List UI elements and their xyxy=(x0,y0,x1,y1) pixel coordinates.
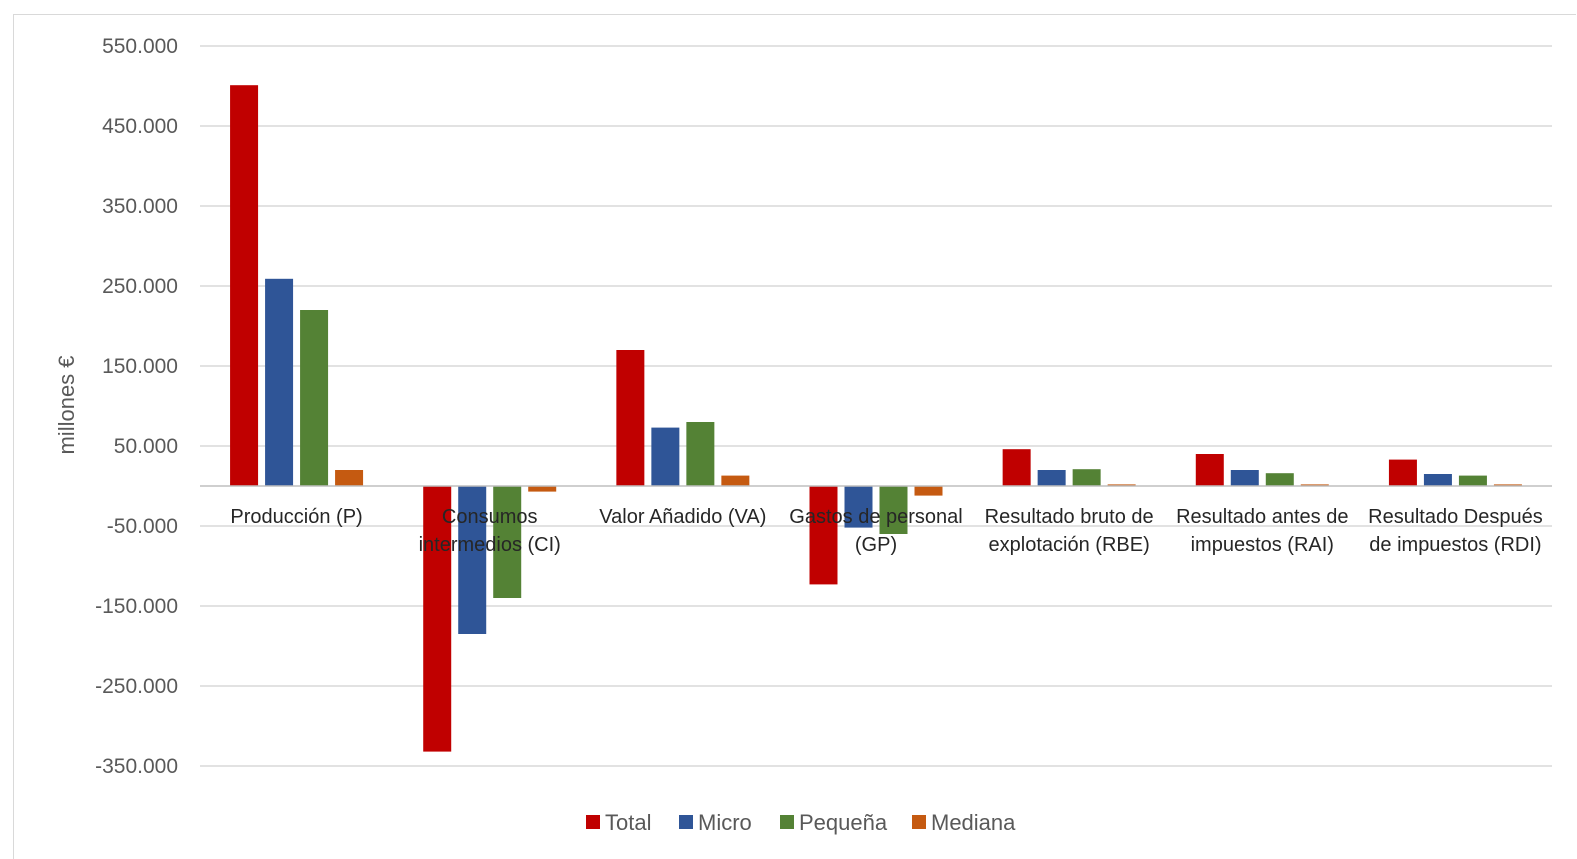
y-tick-label: 350.000 xyxy=(102,195,178,218)
legend-swatch xyxy=(780,815,794,829)
chart-frame xyxy=(13,14,1576,859)
bar-micro xyxy=(651,427,680,486)
y-tick-label: 250.000 xyxy=(102,275,178,298)
y-tick-label: 450.000 xyxy=(102,115,178,138)
bar-mediana xyxy=(1493,484,1522,486)
y-tick-label: 150.000 xyxy=(102,355,178,378)
legend-swatch xyxy=(912,815,926,829)
bars xyxy=(230,85,1522,752)
bar-total xyxy=(616,350,645,486)
y-tick-label: 550.000 xyxy=(102,35,178,58)
bar-micro xyxy=(458,486,487,634)
legend-label: Micro xyxy=(698,810,752,835)
bar-micro xyxy=(265,278,294,486)
bar-total xyxy=(1195,454,1224,486)
bar-total xyxy=(1002,449,1031,486)
bar-mediana xyxy=(528,486,557,492)
bar-mediana xyxy=(335,470,364,486)
y-tick-labels: 550.000 450.000 350.000 250.000 150.000 50.00… xyxy=(95,35,178,778)
legend-label: Pequeña xyxy=(799,810,888,835)
bar-micro xyxy=(1037,470,1066,486)
bar-mediana xyxy=(1300,484,1329,486)
legend-label: Total xyxy=(605,810,651,835)
bar-micro xyxy=(1230,470,1259,486)
bar-micro xyxy=(1423,474,1452,486)
bar-micro xyxy=(844,486,873,528)
bar-pequeña xyxy=(1265,473,1294,486)
category-label: Gastos de personal (GP) xyxy=(789,506,962,556)
legend-item: Mediana xyxy=(912,810,1016,835)
bar-total xyxy=(1388,459,1417,486)
y-tick-label: 50.000 xyxy=(114,435,178,458)
gridlines xyxy=(200,45,1552,767)
bar-total xyxy=(230,85,259,486)
y-tick-label: -350.000 xyxy=(95,755,178,778)
category-label: Valor Añadido (VA) xyxy=(599,506,766,528)
category-label: Resultado Después de impuestos (RDI) xyxy=(1368,506,1543,556)
legend: Total Micro Pequeña Mediana xyxy=(586,810,1016,835)
category-label: Resultado bruto de explotación (RBE) xyxy=(985,506,1154,556)
y-tick-label: -150.000 xyxy=(95,595,178,618)
legend-item: Pequeña xyxy=(780,810,888,835)
legend-item: Total xyxy=(586,810,651,835)
bar-pequeña xyxy=(1458,475,1487,486)
bar-mediana xyxy=(914,486,943,496)
category-label: Consumos intermedios (CI) xyxy=(419,506,561,556)
bar-pequeña xyxy=(493,486,522,598)
category-labels: Producción (P) Consumos intermedios (CI) Va… xyxy=(230,506,1542,556)
bar-total xyxy=(809,486,838,585)
bar-pequeña xyxy=(879,486,908,534)
y-axis-title: millones € xyxy=(54,355,79,454)
bar-total xyxy=(423,486,452,752)
category-label: Resultado antes de impuestos (RAI) xyxy=(1176,506,1348,556)
bar-pequeña xyxy=(686,422,715,486)
bar-mediana xyxy=(1107,484,1136,486)
bar-mediana xyxy=(721,475,750,486)
y-tick-label: -250.000 xyxy=(95,675,178,698)
legend-label: Mediana xyxy=(931,810,1016,835)
category-label: Producción (P) xyxy=(230,506,362,528)
legend-item: Micro xyxy=(679,810,752,835)
legend-swatch xyxy=(679,815,693,829)
bar-pequeña xyxy=(1072,469,1101,486)
legend-swatch xyxy=(586,815,600,829)
bar-pequeña xyxy=(300,310,329,486)
y-tick-label: -50.000 xyxy=(107,515,178,538)
